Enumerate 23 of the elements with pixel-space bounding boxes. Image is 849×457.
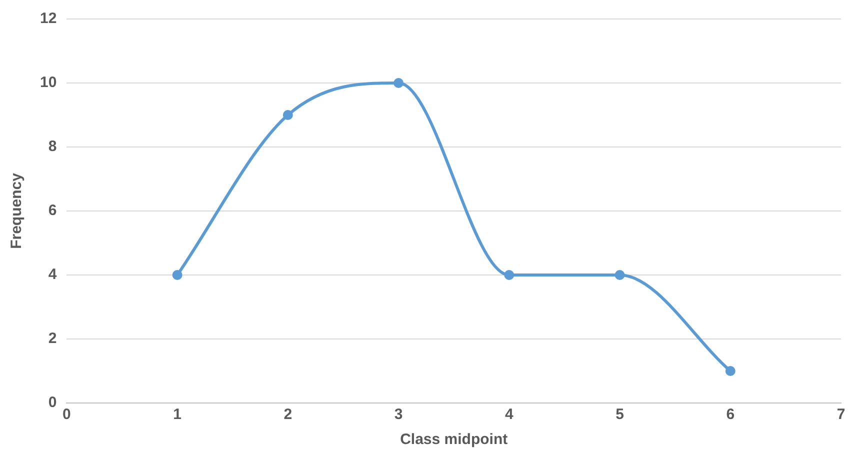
x-tick-label: 4	[504, 406, 514, 424]
x-tick-label: 3	[394, 406, 403, 424]
point	[725, 366, 736, 376]
point	[282, 110, 293, 120]
point	[504, 270, 514, 280]
y-tick-label: 8	[48, 138, 57, 156]
x-tick-label: 2	[284, 406, 292, 424]
x-tick-label: 5	[616, 406, 624, 424]
point	[172, 270, 182, 280]
y-tick-label: 10	[40, 74, 57, 92]
point	[394, 78, 404, 88]
x-tick-label: 7	[836, 406, 846, 424]
y-tick-label: 0	[48, 394, 57, 412]
x-tick-label: 1	[173, 406, 182, 424]
y-tick-label: 2	[48, 330, 57, 348]
y-tick-label: 12	[40, 10, 57, 28]
point	[614, 270, 625, 280]
x-axis-title: Class midpoint	[400, 431, 508, 448]
x-tick-label: 6	[726, 406, 735, 424]
y-axis-title: Frequency	[8, 172, 26, 249]
x-tick-label: 0	[62, 406, 71, 424]
y-tick-label: 6	[48, 202, 57, 220]
y-tick-label: 4	[48, 266, 58, 284]
